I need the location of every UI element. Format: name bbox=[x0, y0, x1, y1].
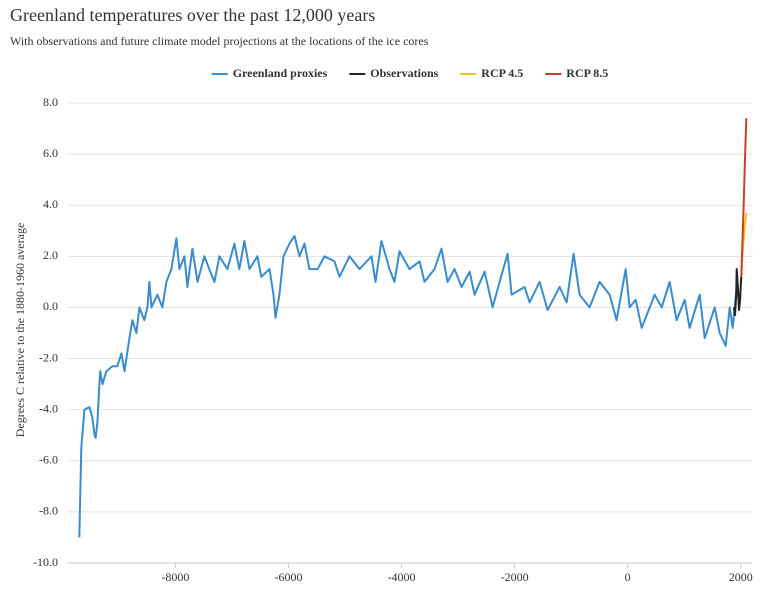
y-tick-label: 2.0 bbox=[43, 248, 58, 262]
chart-subtitle: With observations and future climate mod… bbox=[10, 34, 429, 48]
x-tick-label: 2000 bbox=[729, 570, 753, 584]
y-axis-label: Degrees C relative to the 1880-1960 aver… bbox=[13, 223, 27, 438]
x-tick-label: -4000 bbox=[388, 570, 416, 584]
series-line bbox=[78, 234, 740, 538]
y-tick-label: 6.0 bbox=[43, 146, 58, 160]
y-tick-label: 4.0 bbox=[43, 197, 58, 211]
x-tick-label: -8000 bbox=[161, 570, 189, 584]
legend-label: RCP 4.5 bbox=[481, 66, 523, 80]
legend-label: RCP 8.5 bbox=[566, 66, 608, 80]
legend-label: Greenland proxies bbox=[233, 66, 328, 80]
y-tick-label: -4.0 bbox=[39, 401, 58, 415]
x-tick-label: 0 bbox=[625, 570, 631, 584]
legend: Greenland proxies Observations RCP 4.5 RCP … bbox=[211, 66, 608, 80]
legend-label: Observations bbox=[370, 66, 438, 80]
y-tick-label: 0.0 bbox=[43, 299, 58, 313]
series-line bbox=[732, 268, 743, 317]
series-line bbox=[740, 118, 748, 277]
y-tick-label: -8.0 bbox=[39, 504, 58, 518]
y-tick-label: -6.0 bbox=[39, 453, 58, 467]
y-tick-label: 8.0 bbox=[43, 95, 58, 109]
y-tick-label: -10.0 bbox=[33, 555, 58, 569]
x-tick-label: -6000 bbox=[274, 570, 302, 584]
chart-title: Greenland temperatures over the past 12,… bbox=[10, 5, 375, 25]
x-tick-label: -2000 bbox=[501, 570, 529, 584]
y-tick-label: -2.0 bbox=[39, 350, 58, 364]
